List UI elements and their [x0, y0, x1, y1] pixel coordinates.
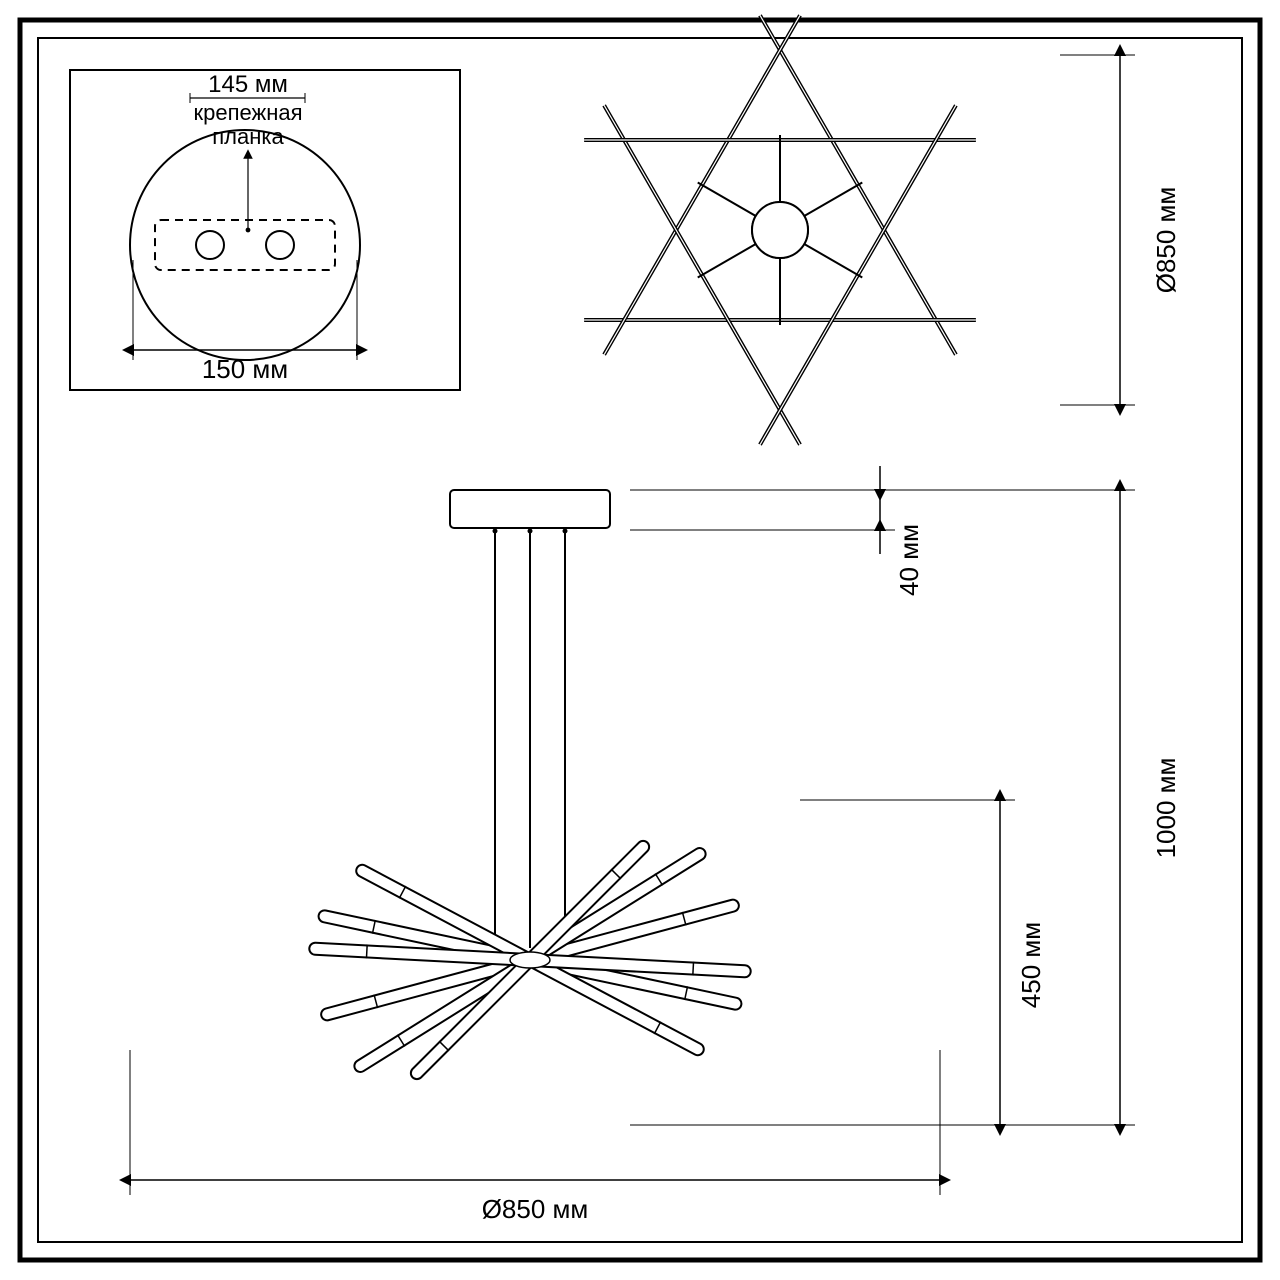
mounting-hole-1 — [266, 231, 294, 259]
dim-top-diameter: Ø850 мм — [1151, 187, 1181, 294]
dim-total-height: 1000 мм — [1151, 758, 1181, 859]
canopy-circle — [130, 130, 360, 360]
canopy — [450, 490, 610, 528]
technical-drawing: 145 ммкрепежнаяпланка 150 мм Ø850 мм 40 мм 4… — [0, 0, 1280, 1280]
dim-bracket-width: 145 мм — [208, 71, 288, 98]
dim-body-height: 450 мм — [1016, 922, 1046, 1008]
mounting-hole-0 — [196, 231, 224, 259]
side-view — [315, 490, 744, 1073]
dim-canopy-height: 40 мм — [894, 524, 924, 596]
outer-frame — [20, 20, 1260, 1260]
inner-frame — [38, 38, 1242, 1242]
top-view — [584, 15, 976, 444]
mounting-bracket — [155, 220, 335, 270]
dim-canopy-diameter: 150 мм — [202, 354, 288, 384]
bracket-label: крепежная — [193, 100, 302, 125]
dim-side-diameter: Ø850 мм — [482, 1194, 589, 1224]
bracket-label-2: планка — [212, 124, 284, 149]
